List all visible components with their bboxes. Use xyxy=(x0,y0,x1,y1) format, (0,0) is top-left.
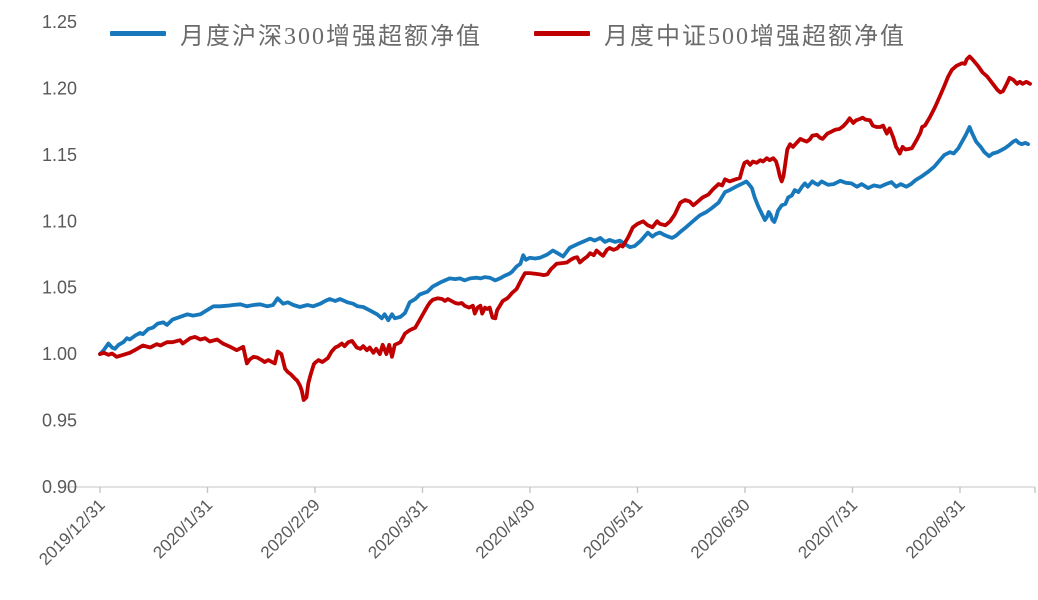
legend-item-zz500: 月度中证500增强超额净值 xyxy=(534,16,906,51)
y-tick-label: 1.05 xyxy=(42,278,77,298)
y-tick-label: 1.10 xyxy=(42,211,77,231)
zz500-line-swatch-icon xyxy=(534,31,590,36)
x-tick-label: 2020/7/31 xyxy=(794,495,861,562)
x-tick-label: 2020/3/31 xyxy=(364,495,431,562)
legend: 月度沪深300增强超额净值 月度中证500增强超额净值 xyxy=(110,16,906,51)
legend-item-hs300: 月度沪深300增强超额净值 xyxy=(110,16,482,51)
y-tick-label: 1.25 xyxy=(42,12,77,32)
y-tick-label: 1.20 xyxy=(42,78,77,98)
x-tick-label: 2020/6/30 xyxy=(687,495,754,562)
legend-label-hs300: 月度沪深300增强超额净值 xyxy=(180,24,482,50)
y-tick-label: 0.95 xyxy=(42,411,77,431)
series-line-zz500 xyxy=(98,54,1032,402)
x-tick-label: 2020/5/31 xyxy=(579,495,646,562)
x-tick-label: 2020/4/30 xyxy=(472,495,539,562)
legend-label-zz500: 月度中证500增强超额净值 xyxy=(604,24,906,50)
y-tick-label: 0.90 xyxy=(42,477,77,497)
y-tick-label: 1.15 xyxy=(42,145,77,165)
hs300-line-swatch-icon xyxy=(110,31,166,36)
x-tick-label: 2020/1/31 xyxy=(149,495,216,562)
x-tick-label: 2020/2/29 xyxy=(257,495,324,562)
x-tick-label: 2019/12/31 xyxy=(35,495,109,569)
x-tick-label: 2020/8/31 xyxy=(902,495,969,562)
y-tick-label: 1.00 xyxy=(42,344,77,364)
series-line-hs300 xyxy=(98,125,1030,356)
